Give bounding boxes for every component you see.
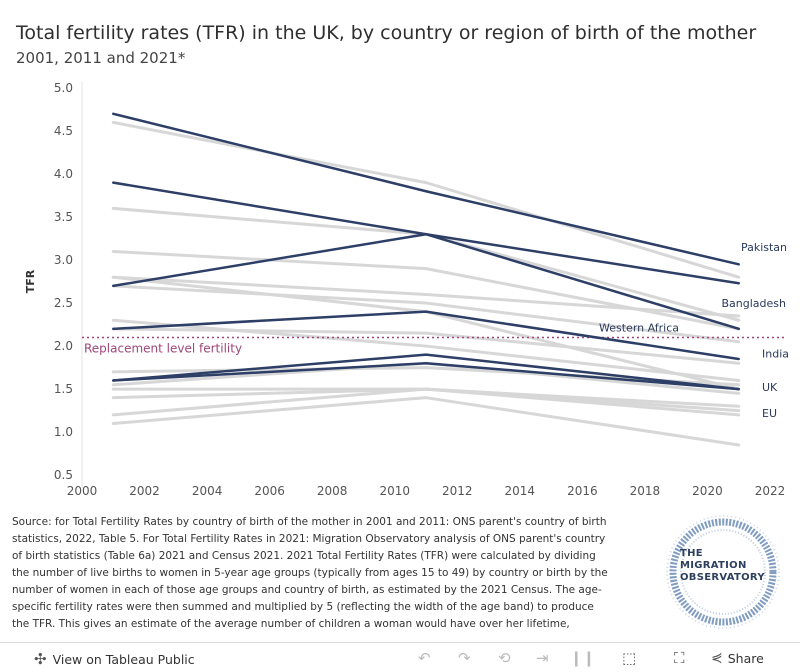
x-tick-label: 2016 [567, 484, 598, 498]
y-tick-label: 4.0 [54, 167, 73, 181]
series-label-pakistan: Pakistan [741, 241, 787, 254]
redo-icon[interactable]: ↷ [458, 649, 471, 667]
y-axis-title: TFR [24, 269, 37, 293]
undo-icon[interactable]: ↶ [418, 649, 431, 667]
tableau-icon: ✣ [34, 650, 47, 668]
logo-ring [666, 515, 780, 629]
series-label-bangladesh: Bangladesh [722, 297, 787, 310]
x-tick-label: 2022 [755, 484, 786, 498]
y-tick-label: 3.0 [54, 253, 73, 267]
x-tick-label: 2018 [630, 484, 661, 498]
background-series-line [111, 366, 741, 387]
y-tick-label: 1.0 [54, 425, 73, 439]
view-on-tableau-label: View on Tableau Public [52, 651, 195, 667]
series-line-eu[interactable] [112, 362, 740, 391]
y-tick-label: 4.5 [54, 124, 73, 138]
series-line-india[interactable] [112, 310, 740, 361]
x-tick-label: 2020 [692, 484, 723, 498]
series-label-eu: EU [762, 407, 777, 420]
background-series-line [111, 327, 741, 365]
y-tick-label: 3.5 [54, 210, 73, 224]
replacement-level-label: Replacement level fertility [84, 341, 242, 355]
x-tick-label: 2008 [317, 484, 348, 498]
x-tick-label: 2004 [192, 484, 223, 498]
background-series-line [111, 275, 741, 318]
tfr-line-chart: Replacement level fertility Pakistan Bang… [24, 81, 789, 498]
share-button[interactable]: ⋞ Share [711, 650, 764, 666]
logo-text: THE MIGRATION OBSERVATORY [680, 548, 765, 583]
chart-subtitle: 2001, 2011 and 2021* [16, 49, 186, 67]
y-tick-label: 1.5 [54, 382, 73, 396]
share-label: Share [727, 650, 764, 666]
series-label-india: India [762, 347, 789, 360]
series-line-pakistan[interactable] [112, 112, 740, 266]
revert-icon[interactable]: ⟲ [498, 649, 511, 667]
background-series-line [111, 396, 741, 447]
y-tick-label: 5.0 [54, 81, 73, 95]
x-tick-label: 2006 [254, 484, 285, 498]
refresh-icon[interactable]: ⇥ [536, 649, 549, 667]
series-line-western-africa[interactable] [112, 232, 740, 331]
background-series-line [111, 387, 741, 413]
source-note: Source: for Total Fertility Rates by cou… [12, 516, 608, 630]
background-series-line [111, 120, 741, 279]
share-icon: ⋞ [711, 650, 723, 666]
y-tick-label: 2.0 [54, 339, 73, 353]
series-line-uk[interactable] [112, 353, 740, 391]
background-series-line [111, 284, 741, 344]
x-tick-label: 2010 [379, 484, 410, 498]
download-icon[interactable]: ⬚ [622, 649, 637, 667]
fullscreen-icon[interactable]: ⛶ [674, 649, 685, 667]
pause-icon[interactable]: ❙❙ [570, 649, 596, 667]
series-label-uk: UK [762, 381, 778, 394]
y-tick-label: 2.5 [54, 296, 73, 310]
x-tick-label: 2000 [67, 484, 98, 498]
chart-title: Total fertility rates (TFR) in the UK, b… [16, 22, 757, 44]
x-tick-label: 2002 [129, 484, 160, 498]
series-label-western-africa: Western Africa [599, 321, 679, 334]
x-tick-label: 2012 [442, 484, 473, 498]
x-tick-label: 2014 [505, 484, 536, 498]
view-on-tableau-link[interactable]: ✣ View on Tableau Public [34, 650, 195, 668]
migration-observatory-logo: THE MIGRATION OBSERVATORY [664, 513, 782, 631]
y-tick-label: 0.5 [54, 468, 73, 482]
tableau-footer: ✣ View on Tableau Public ↶ ↷ ⟲ ⇥ ❙❙ ⬚ ⛶ … [0, 642, 800, 672]
